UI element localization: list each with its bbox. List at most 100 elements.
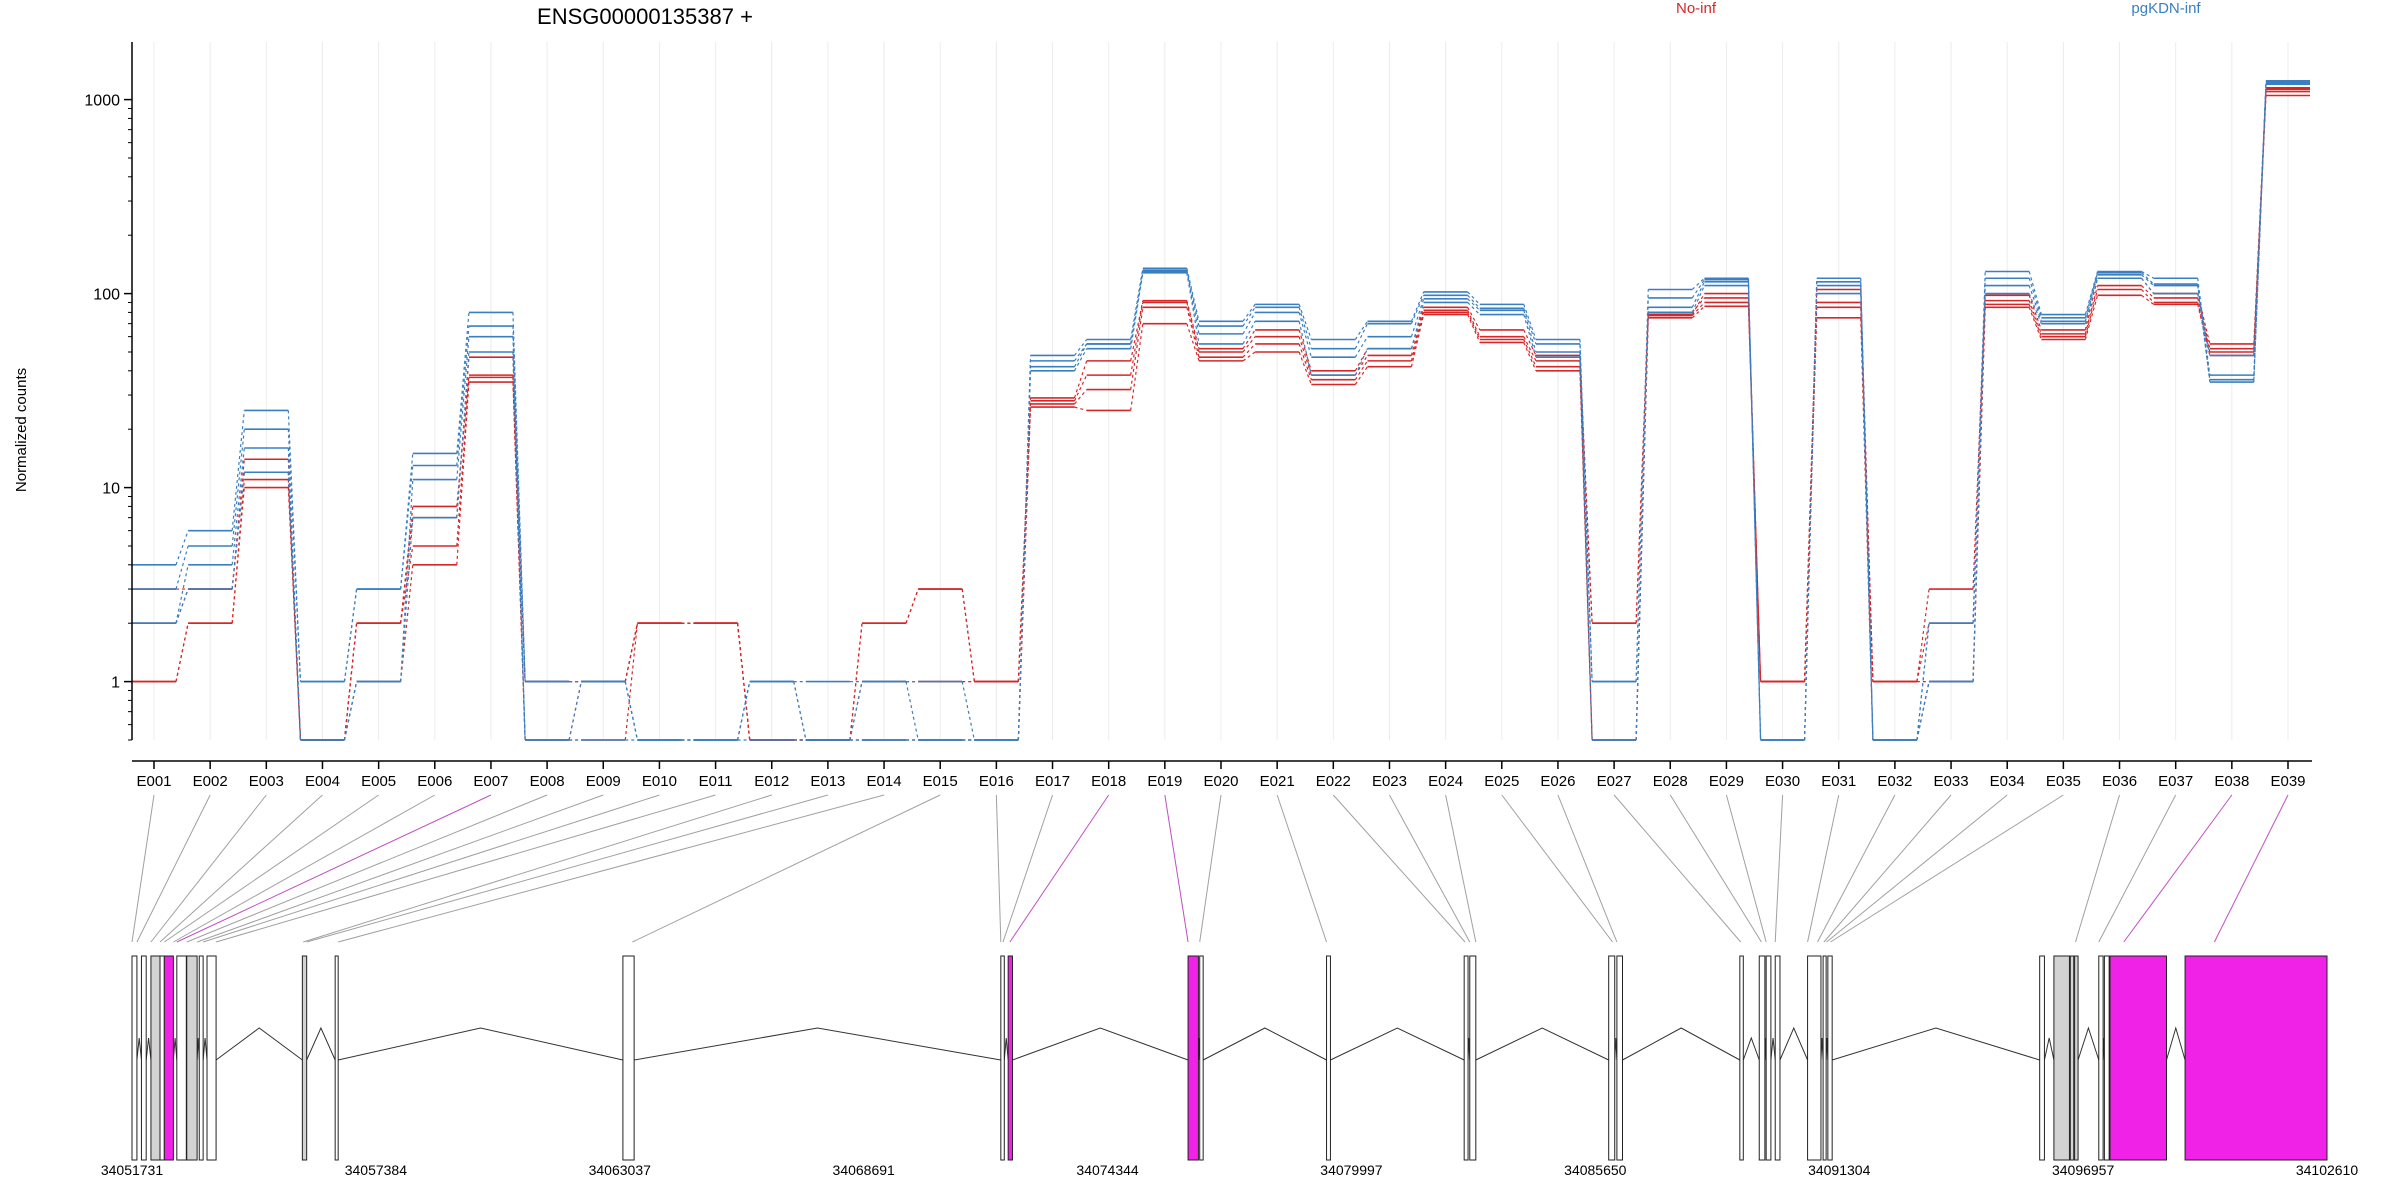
- exon-e035: [2109, 955, 2168, 1161]
- x-tick-label-e038: E038: [2214, 773, 2249, 790]
- connector-e029: [1725, 794, 1767, 943]
- x-tick-label-e022: E022: [1316, 773, 1351, 790]
- exon-e016: [1199, 955, 1204, 1161]
- intron-line: [306, 1026, 336, 1061]
- connector-e020: [1199, 794, 1222, 943]
- intron-line: [1012, 1027, 1189, 1061]
- connector-e010: [202, 794, 660, 943]
- exon-e005: [163, 955, 174, 1161]
- intron-line: [1003, 1037, 1009, 1061]
- coordinate-label: 34074344: [1076, 1162, 1139, 1178]
- x-tick-label-e031: E031: [1821, 773, 1856, 790]
- connector-e035: [1830, 794, 2064, 943]
- connector-e005: [164, 794, 379, 943]
- exon-connectors: [131, 794, 2289, 943]
- connector-e007: [176, 794, 492, 943]
- connector-e009: [196, 794, 604, 943]
- connector-e023: [1389, 794, 1471, 943]
- x-tick-label-e037: E037: [2158, 773, 2193, 790]
- intron-line: [1832, 1027, 2040, 1061]
- x-tick-label-e039: E039: [2270, 773, 2305, 790]
- exon-e015: [1187, 955, 1199, 1161]
- exon-e014: [1007, 955, 1013, 1161]
- exon-e012: [622, 955, 635, 1161]
- x-tick-label-e012: E012: [754, 773, 789, 790]
- x-tick-label-e018: E018: [1091, 773, 1126, 790]
- connector-e001: [131, 794, 155, 943]
- intron-line: [1475, 1027, 1609, 1061]
- connector-e006: [173, 794, 436, 943]
- x-tick-label-e034: E034: [1990, 773, 2025, 790]
- y-tick-label: 100: [93, 287, 120, 304]
- exon-e011: [334, 955, 339, 1161]
- connector-e016: [995, 794, 1002, 943]
- connector-e014: [338, 794, 885, 943]
- connector-e008: [186, 794, 548, 943]
- x-tick-label-e015: E015: [923, 773, 958, 790]
- connector-e004: [159, 794, 323, 943]
- series-pgkdn-inf-8: [132, 83, 2310, 741]
- x-tick-label-e033: E033: [1934, 773, 1969, 790]
- connector-e017: [1002, 794, 1054, 943]
- connector-e021: [1276, 794, 1328, 943]
- connector-e024: [1445, 794, 1477, 943]
- x-tick-label-e005: E005: [361, 773, 396, 790]
- connector-e015: [632, 794, 941, 943]
- grid-lines: [153, 42, 2289, 740]
- exon-e028: [1827, 955, 1833, 1161]
- intron-line: [1330, 1027, 1465, 1061]
- series-transitions: [175, 84, 2267, 741]
- connector-e039: [2213, 794, 2289, 943]
- gene-model: 34051731 34057384 34063037 34068691 34074344…: [101, 955, 2358, 1178]
- x-tick-label-e019: E019: [1147, 773, 1182, 790]
- exon-e017: [1326, 955, 1331, 1161]
- x-tick-label-e001: E001: [136, 773, 171, 790]
- x-tick-label-e032: E032: [1877, 773, 1912, 790]
- coordinate-label: 34063037: [589, 1162, 652, 1178]
- connector-e018: [1009, 794, 1110, 943]
- exon-e020: [1608, 955, 1616, 1161]
- x-tick-label-e008: E008: [530, 773, 565, 790]
- coordinate-label: 34079997: [1320, 1162, 1383, 1178]
- exon-e032: [2074, 955, 2079, 1161]
- intron-line: [172, 1037, 178, 1061]
- x-tick-label-e013: E013: [810, 773, 845, 790]
- exon-e021: [1616, 955, 1623, 1161]
- x-tick-label-e029: E029: [1709, 773, 1744, 790]
- legend-entry-pgkdn-inf: pgKDN-inf: [2131, 0, 2201, 17]
- exon-e007: [186, 955, 198, 1161]
- x-tick-label-e030: E030: [1765, 773, 1800, 790]
- connector-e013: [306, 794, 829, 943]
- x-tick-label-e036: E036: [2102, 773, 2137, 790]
- connector-e011: [215, 794, 716, 943]
- connector-e033: [1823, 794, 1952, 943]
- intron-line: [136, 1037, 142, 1061]
- exon-e031: [2069, 955, 2075, 1161]
- x-tick-label-e009: E009: [586, 773, 621, 790]
- connector-e012: [303, 794, 772, 943]
- coordinate-label: 34091304: [1808, 1162, 1871, 1178]
- connector-e022: [1332, 794, 1466, 943]
- exon-e010: [301, 955, 308, 1161]
- intron-line: [1779, 1026, 1809, 1061]
- exon-e026: [1807, 955, 1822, 1161]
- exon-e027: [1822, 955, 1827, 1161]
- x-tick-label-e006: E006: [417, 773, 452, 790]
- x-tick-label-e035: E035: [2046, 773, 2081, 790]
- y-tick-label: 1: [111, 675, 120, 692]
- x-tick-label-e016: E016: [979, 773, 1014, 790]
- exon-e022: [1739, 955, 1744, 1161]
- exon-e033: [2098, 955, 2104, 1161]
- exon-e006: [176, 955, 187, 1161]
- exon-e018: [1463, 955, 1469, 1161]
- series-exon-segments: [132, 83, 2310, 741]
- exon-e013: [1000, 955, 1005, 1161]
- x-tick-label-e025: E025: [1484, 773, 1519, 790]
- x-tick-label-e004: E004: [305, 773, 340, 790]
- exon-e008: [198, 955, 204, 1161]
- exon-e029: [2039, 955, 2045, 1161]
- connector-e028: [1669, 794, 1762, 943]
- exon-e025: [1774, 955, 1781, 1161]
